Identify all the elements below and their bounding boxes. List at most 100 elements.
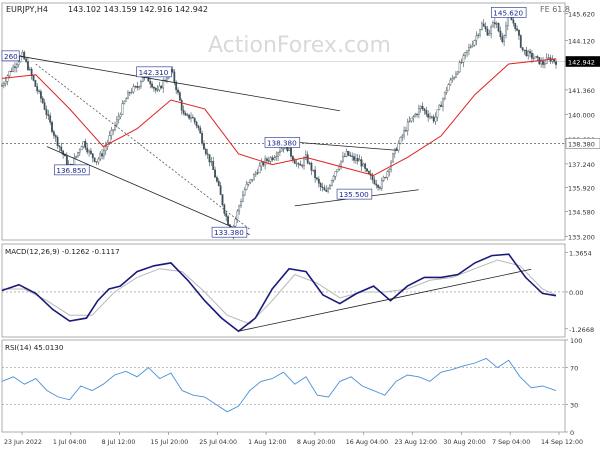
rsi-line: [1, 357, 557, 413]
price-annotation-box: [264, 137, 301, 148]
macd-title: MACD(12,26,9) -0.1262 -0.1117: [5, 247, 120, 256]
price-y-tick-label: 135.920: [568, 185, 595, 193]
candle-body: [86, 147, 89, 153]
x-tick-label: 25 Jul 04:00: [199, 439, 237, 446]
candle-body: [306, 154, 309, 164]
candle-body: [41, 98, 44, 103]
candle-body: [377, 184, 380, 188]
candle-body: [518, 30, 520, 36]
price-annotation-label: 260: [4, 52, 18, 61]
price-annotation-box: [211, 226, 248, 238]
candle-body: [36, 86, 39, 92]
candle-body: [27, 61, 29, 70]
rsi-y-tick-label: 100: [570, 337, 582, 345]
candle-body: [375, 183, 378, 186]
candle-body: [288, 147, 291, 152]
candle-body: [358, 159, 361, 162]
candle-body: [455, 73, 457, 78]
candle-body: [97, 158, 100, 163]
candle-body: [243, 189, 246, 196]
candle-body: [45, 109, 48, 115]
candle-body: [80, 146, 83, 151]
x-tick-label: 23 Jun 2022: [4, 439, 42, 446]
candle-body: [151, 83, 153, 88]
candle-body: [34, 80, 37, 87]
candle-body: [173, 71, 176, 83]
candle-body: [514, 23, 517, 29]
candle-body: [19, 56, 22, 62]
candle-body: [519, 35, 522, 48]
candle-body: [488, 33, 491, 36]
candle-body: [379, 187, 381, 189]
candle-body: [425, 110, 428, 115]
candle-body: [464, 52, 467, 56]
candle-body: [201, 133, 204, 144]
candle-body: [443, 91, 446, 100]
candle-body: [445, 89, 448, 93]
price-y-tick-label: 134.580: [568, 209, 595, 217]
candle-body: [371, 175, 374, 181]
candle-body: [236, 210, 239, 220]
candle-body: [438, 104, 441, 110]
candle-body: [216, 177, 218, 182]
price-y-tick-label: 142.942: [568, 58, 595, 66]
candle-body: [253, 174, 255, 181]
price-annotation-box: [490, 7, 527, 18]
candle-body: [351, 155, 354, 157]
candle-body: [17, 61, 20, 65]
candle-body: [130, 91, 133, 93]
candle-body: [343, 155, 346, 157]
price-annotation-box: [54, 164, 90, 176]
candle-body: [214, 169, 216, 178]
candle-body: [290, 147, 292, 157]
candle-body: [247, 182, 250, 185]
macd-y-tick-label: 0.00: [569, 289, 583, 297]
candle-body: [366, 168, 368, 172]
candle-body: [95, 161, 98, 163]
candle-body: [65, 155, 68, 165]
price-y-tick-label: 140.000: [568, 111, 595, 119]
candle-body: [171, 69, 174, 73]
candle-body: [240, 201, 242, 207]
candle-body: [419, 105, 422, 109]
hline-price-box: [565, 138, 600, 149]
candle-body: [408, 120, 411, 123]
candle-body: [360, 159, 363, 167]
price-trendline: [283, 140, 397, 151]
candle-body: [327, 188, 329, 192]
candle-body: [527, 51, 530, 57]
x-tick-label: 1 Jul 04:00: [53, 439, 87, 446]
price-y-tick-label: 133.200: [568, 233, 595, 241]
candle-body: [25, 58, 27, 62]
candle-body: [160, 85, 163, 89]
candle-body: [103, 150, 105, 157]
candle-body: [2, 83, 5, 86]
candle-body: [403, 130, 405, 137]
price-annotation-label: 138.380: [267, 138, 297, 147]
price-panel-frame: [1, 2, 566, 241]
candle-body: [132, 86, 135, 93]
candle-body: [115, 119, 118, 126]
candle-body: [384, 177, 387, 179]
candle-body: [177, 89, 179, 93]
candle-body: [490, 26, 493, 34]
price-annotation-box: [1, 50, 20, 62]
rsi-y-tick-label: 0: [570, 429, 574, 437]
candle-body: [301, 165, 304, 167]
price-annotation-box: [336, 188, 373, 200]
candle-body: [82, 141, 85, 147]
candle-body: [442, 98, 444, 107]
candle-body: [221, 194, 224, 206]
candle-body: [104, 146, 107, 151]
candle-body: [238, 205, 241, 212]
candle-body: [251, 179, 254, 181]
price-trendline: [13, 54, 340, 112]
candle-body: [166, 77, 168, 81]
candle-body: [356, 158, 359, 162]
candle-body: [158, 85, 161, 91]
candle-body: [434, 116, 437, 122]
candle-body: [190, 116, 192, 119]
candle-body: [54, 135, 57, 138]
candle-body: [266, 158, 268, 161]
candle-body: [175, 82, 178, 91]
